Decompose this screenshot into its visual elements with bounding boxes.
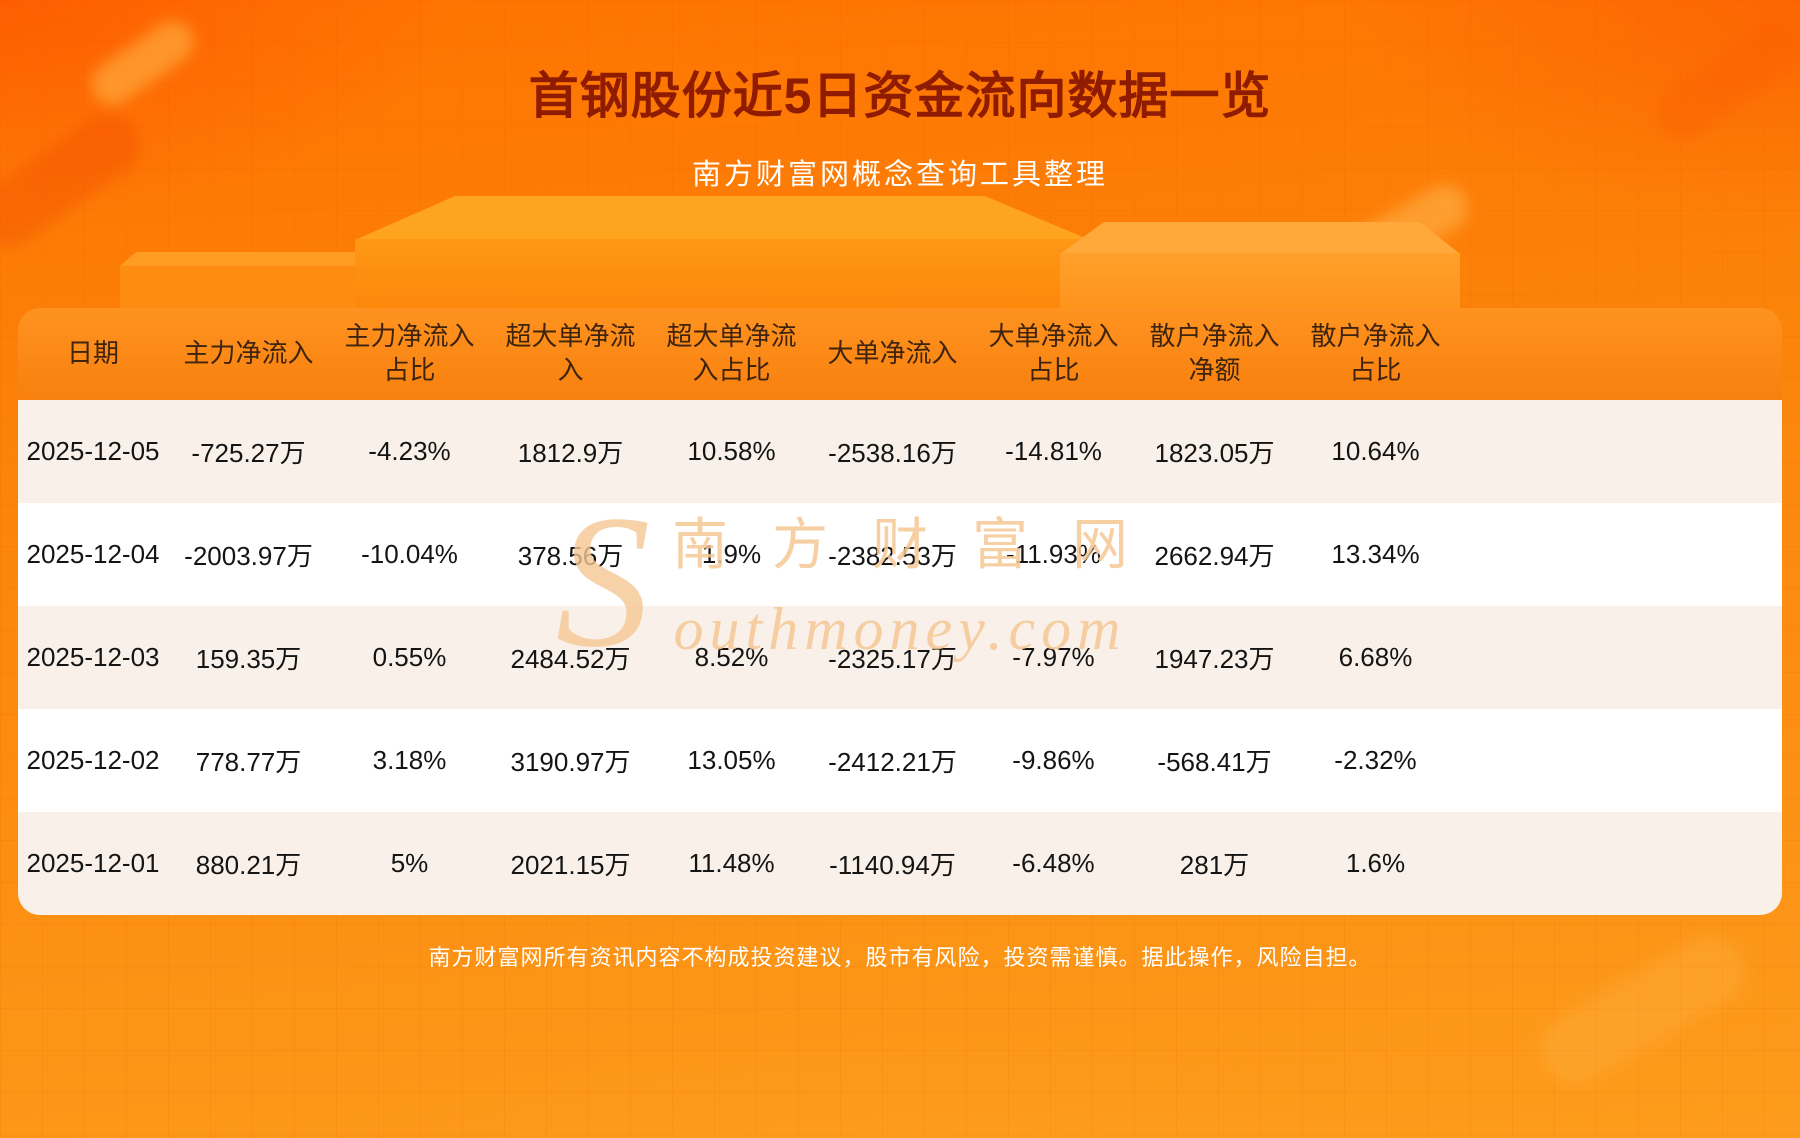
column-header: 大单净流入 (827, 338, 958, 369)
value-cell: -2003.97万 (184, 541, 313, 571)
spacer (1456, 308, 1782, 400)
value-cell: 6.68% (1338, 642, 1413, 672)
column-header: 散户净流入占比 (1310, 321, 1441, 385)
value-cell: 378.56万 (517, 541, 624, 571)
date-cell: 2025-12-01 (26, 848, 160, 878)
podium-center-front-face (355, 239, 1090, 309)
value-cell: 159.35万 (195, 644, 302, 674)
value-cell: -4.23% (368, 436, 451, 466)
table-body: 2025-12-05 -725.27万 -4.23% 1812.9万 10.58% -25… (18, 400, 1782, 915)
value-cell: 3.18% (372, 745, 447, 775)
value-cell: 10.58% (687, 436, 776, 466)
value-cell: -2538.16万 (828, 438, 957, 468)
page-subtitle: 南方财富网概念查询工具整理 (691, 159, 1108, 191)
value-cell: -7.97% (1012, 642, 1095, 672)
value-cell: 1.6% (1345, 848, 1406, 878)
value-cell: 2662.94万 (1154, 541, 1275, 571)
column-header: 散户净流入净额 (1149, 321, 1280, 385)
value-cell: 0.55% (372, 642, 447, 672)
value-cell: -568.41万 (1157, 747, 1272, 777)
column-header: 超大单净流入 (505, 321, 636, 385)
fund-flow-table: 日期 主力净流入 主力净流入占比 超大单净流入 超大单净流入占比 大单净流入 大单净流入占比… (18, 308, 1782, 915)
value-cell: -14.81% (1005, 436, 1102, 466)
value-cell: 13.05% (687, 745, 776, 775)
value-cell: 11.48% (688, 848, 775, 878)
table-header-row: 日期 主力净流入 主力净流入占比 超大单净流入 超大单净流入占比 大单净流入 大单净流入占比… (18, 308, 1782, 400)
spacer (1456, 503, 1782, 606)
spacer (1456, 709, 1782, 812)
column-header: 主力净流入 (183, 338, 314, 369)
date-cell: 2025-12-03 (26, 642, 160, 672)
value-cell: 3190.97万 (510, 747, 631, 777)
podium-center-top-face (355, 196, 1090, 240)
value-cell: 1823.05万 (1154, 438, 1275, 468)
value-cell: 2021.15万 (510, 850, 631, 880)
value-cell: -11.93% (1006, 539, 1101, 569)
value-cell: 1947.23万 (1154, 644, 1275, 674)
spacer (1456, 606, 1782, 709)
table-row: 2025-12-04 -2003.97万 -10.04% 378.56万 1.9% -23… (18, 503, 1782, 606)
table-row: 2025-12-02 778.77万 3.18% 3190.97万 13.05% -241… (18, 709, 1782, 812)
value-cell: -10.04% (361, 539, 458, 569)
date-cell: 2025-12-05 (26, 436, 160, 466)
date-cell: 2025-12-04 (26, 539, 160, 569)
podium-right-front-face (1060, 253, 1460, 310)
value-cell: 880.21万 (195, 850, 302, 880)
table-row: 2025-12-01 880.21万 5% 2021.15万 11.48% -1140.9… (18, 812, 1782, 915)
value-cell: 13.34% (1331, 539, 1420, 569)
column-header: 大单净流入占比 (988, 321, 1119, 385)
value-cell: 2484.52万 (510, 644, 631, 674)
value-cell: -2382.53万 (828, 541, 957, 571)
date-cell: 2025-12-02 (26, 745, 160, 775)
value-cell: -6.48% (1012, 848, 1095, 878)
page-title: 首钢股份近5日资金流向数据一览 (528, 68, 1272, 124)
disclaimer-text: 南方财富网所有资讯内容不构成投资建议，股市有风险，投资需谨慎。据此操作，风险自担… (428, 945, 1372, 970)
value-cell: 281万 (1179, 850, 1250, 880)
value-cell: 778.77万 (195, 747, 302, 777)
value-cell: -725.27万 (191, 438, 306, 468)
value-cell: 10.64% (1331, 436, 1420, 466)
value-cell: 1812.9万 (517, 438, 624, 468)
value-cell: 5% (390, 848, 429, 878)
value-cell: -1140.94万 (829, 850, 956, 880)
spacer (1456, 400, 1782, 503)
table-row: 2025-12-03 159.35万 0.55% 2484.52万 8.52% -2325… (18, 606, 1782, 709)
value-cell: 8.52% (694, 642, 769, 672)
value-cell: 1.9% (701, 539, 762, 569)
table-row: 2025-12-05 -725.27万 -4.23% 1812.9万 10.58% -25… (18, 400, 1782, 503)
value-cell: -2325.17万 (828, 644, 957, 674)
value-cell: -2.32% (1334, 745, 1417, 775)
column-header: 超大单净流入占比 (666, 321, 797, 385)
column-header: 主力净流入占比 (344, 321, 475, 385)
podium-right-top-face (1060, 222, 1460, 254)
value-cell: -2412.21万 (828, 747, 957, 777)
spacer (1456, 812, 1782, 915)
column-header: 日期 (66, 338, 119, 369)
value-cell: -9.86% (1012, 745, 1095, 775)
